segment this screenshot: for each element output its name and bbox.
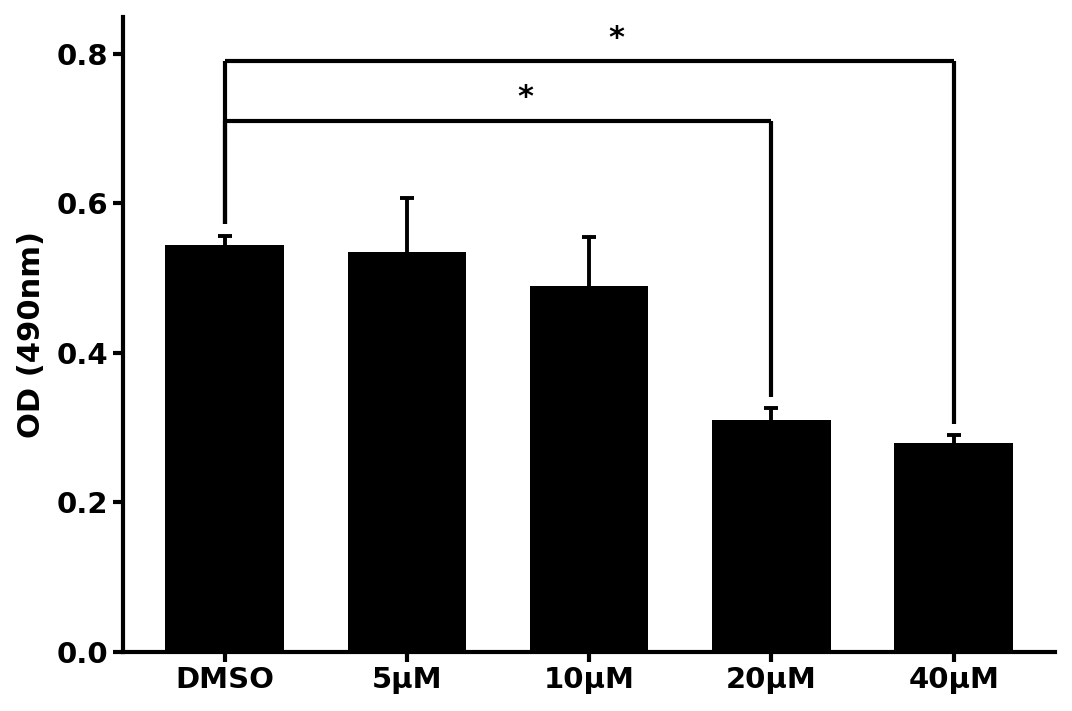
Text: *: *	[609, 23, 625, 53]
Bar	[530, 286, 649, 652]
Y-axis label: OD (490nm): OD (490nm)	[17, 230, 46, 438]
Bar	[712, 420, 831, 652]
Text: *: *	[518, 83, 534, 112]
Bar	[347, 252, 466, 652]
Bar	[894, 442, 1013, 652]
Bar	[165, 245, 284, 652]
